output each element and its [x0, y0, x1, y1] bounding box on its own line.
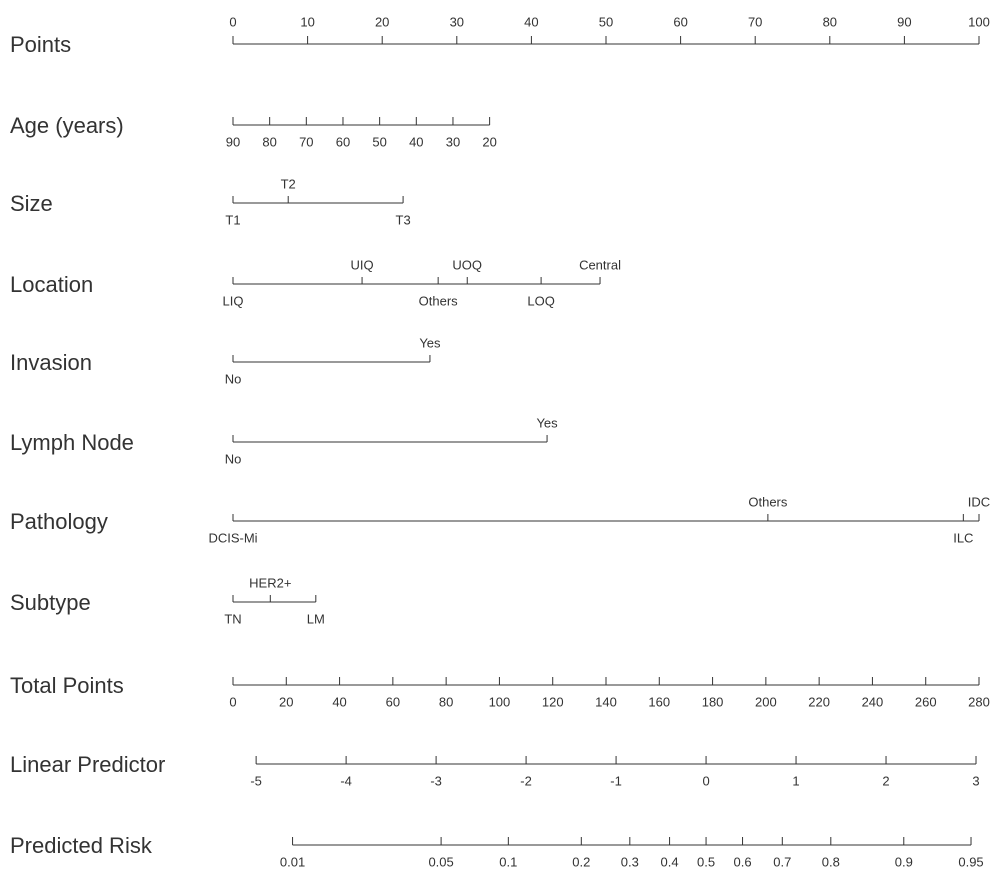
- level-label: No: [225, 371, 242, 386]
- tick-label: 0.2: [572, 854, 590, 869]
- level-label: Yes: [419, 335, 441, 350]
- row-name: Total Points: [10, 673, 124, 698]
- row-name: Lymph Node: [10, 430, 134, 455]
- tick-label: 0.6: [734, 854, 752, 869]
- tick-label: 0.01: [280, 854, 305, 869]
- tick-label: 40: [332, 694, 346, 709]
- tick-label: 80: [823, 14, 837, 29]
- tick-label: 80: [262, 134, 276, 149]
- tick-label: 2: [882, 773, 889, 788]
- level-label: UIQ: [350, 257, 373, 272]
- tick-label: 90: [897, 14, 911, 29]
- level-label: LOQ: [527, 293, 554, 308]
- tick-label: 1: [792, 773, 799, 788]
- tick-label: 0.95: [958, 854, 983, 869]
- level-label: LM: [307, 611, 325, 626]
- level-label: TN: [224, 611, 241, 626]
- tick-label: -1: [610, 773, 622, 788]
- level-label: T3: [396, 212, 411, 227]
- tick-label: 20: [482, 134, 496, 149]
- tick-label: 20: [279, 694, 293, 709]
- tick-label: 90: [226, 134, 240, 149]
- level-label: LIQ: [223, 293, 244, 308]
- tick-label: 200: [755, 694, 777, 709]
- tick-label: 0.4: [661, 854, 679, 869]
- tick-label: 100: [968, 14, 990, 29]
- tick-label: 120: [542, 694, 564, 709]
- tick-label: 40: [524, 14, 538, 29]
- level-label: No: [225, 451, 242, 466]
- tick-label: 240: [862, 694, 884, 709]
- level-label: IDC: [968, 494, 990, 509]
- row-name: Linear Predictor: [10, 752, 165, 777]
- row-name: Predicted Risk: [10, 833, 153, 858]
- level-label: UOQ: [452, 257, 482, 272]
- level-label: HER2+: [249, 575, 291, 590]
- tick-label: 80: [439, 694, 453, 709]
- tick-label: 70: [299, 134, 313, 149]
- row-name: Pathology: [10, 509, 108, 534]
- tick-label: -4: [340, 773, 352, 788]
- tick-label: 140: [595, 694, 617, 709]
- level-label: Central: [579, 257, 621, 272]
- tick-label: 70: [748, 14, 762, 29]
- level-label: Others: [748, 494, 788, 509]
- tick-label: 30: [450, 14, 464, 29]
- tick-label: 60: [336, 134, 350, 149]
- tick-label: 180: [702, 694, 724, 709]
- row-name: Points: [10, 32, 71, 57]
- level-label: T1: [225, 212, 240, 227]
- level-label: DCIS-Mi: [208, 530, 257, 545]
- tick-label: 0.05: [428, 854, 453, 869]
- tick-label: 50: [599, 14, 613, 29]
- tick-label: 0.3: [621, 854, 639, 869]
- tick-label: 50: [372, 134, 386, 149]
- tick-label: 60: [386, 694, 400, 709]
- tick-label: 0.7: [773, 854, 791, 869]
- tick-label: 220: [808, 694, 830, 709]
- row-name: Subtype: [10, 590, 91, 615]
- tick-label: 0.5: [697, 854, 715, 869]
- row-name: Location: [10, 272, 93, 297]
- level-label: Others: [419, 293, 459, 308]
- tick-label: -2: [520, 773, 532, 788]
- tick-label: 0.8: [822, 854, 840, 869]
- tick-label: 10: [300, 14, 314, 29]
- tick-label: 0: [229, 694, 236, 709]
- tick-label: 60: [673, 14, 687, 29]
- level-label: ILC: [953, 530, 973, 545]
- tick-label: 260: [915, 694, 937, 709]
- row-name: Size: [10, 191, 53, 216]
- tick-label: 30: [446, 134, 460, 149]
- tick-label: 3: [972, 773, 979, 788]
- row-name: Invasion: [10, 350, 92, 375]
- tick-label: -3: [430, 773, 442, 788]
- tick-label: 20: [375, 14, 389, 29]
- tick-label: 160: [648, 694, 670, 709]
- tick-label: 280: [968, 694, 990, 709]
- tick-label: 40: [409, 134, 423, 149]
- level-label: T2: [281, 176, 296, 191]
- level-label: Yes: [536, 415, 558, 430]
- tick-label: 0.9: [895, 854, 913, 869]
- tick-label: 0: [229, 14, 236, 29]
- tick-label: 0: [702, 773, 709, 788]
- row-name: Age (years): [10, 113, 124, 138]
- tick-label: 0.1: [499, 854, 517, 869]
- tick-label: -5: [250, 773, 262, 788]
- tick-label: 100: [489, 694, 511, 709]
